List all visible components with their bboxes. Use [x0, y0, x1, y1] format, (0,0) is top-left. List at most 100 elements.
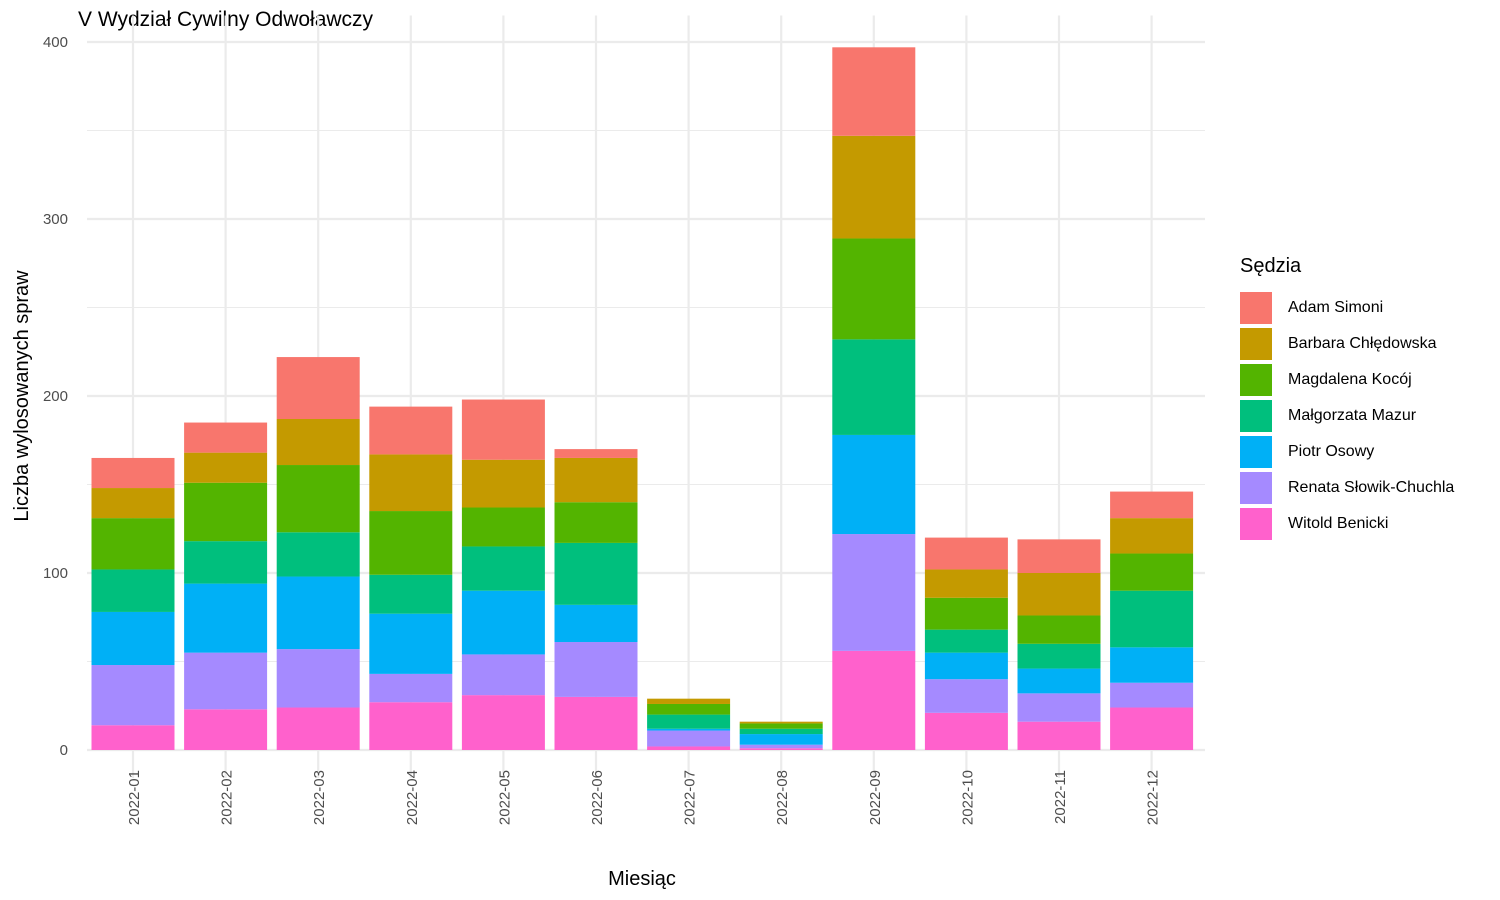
legend-key — [1240, 400, 1272, 432]
bar-segment — [739, 723, 823, 729]
bar-segment — [924, 679, 1008, 713]
bar-segment — [184, 452, 268, 483]
bar-segment — [924, 597, 1008, 630]
bar-stack-2022-04 — [369, 406, 453, 750]
bar-segment — [832, 47, 916, 136]
bar-segment — [739, 734, 823, 745]
bar-segment — [554, 642, 638, 697]
bar-stack-2022-06 — [554, 449, 638, 750]
bar-segment — [1110, 491, 1194, 519]
bar-stack-2022-08 — [739, 721, 823, 750]
legend-item: Barbara Chłędowska — [1240, 326, 1454, 362]
bar-segment — [1017, 693, 1101, 722]
bar-segment — [184, 583, 268, 653]
legend-key — [1240, 508, 1272, 540]
bar-segment — [91, 457, 175, 489]
bar-segment — [924, 712, 1008, 750]
bar-segment — [1110, 682, 1194, 708]
bar-stack-2022-01 — [91, 457, 175, 750]
legend-label: Renata Słowik-Chuchla — [1288, 479, 1455, 496]
x-tick-label: 2022-08 — [774, 770, 791, 825]
bar-segment — [1017, 668, 1101, 694]
bar-segment — [924, 537, 1008, 570]
bar-segment — [461, 695, 545, 750]
bar-segment — [832, 434, 916, 535]
legend-label: Witold Benicki — [1288, 515, 1389, 532]
bar-segment — [184, 652, 268, 710]
bar-segment — [1017, 539, 1101, 573]
bar-stack-2022-02 — [184, 422, 268, 750]
legend-item: Magdalena Kocój — [1240, 362, 1454, 398]
x-tick-label: 2022-09 — [867, 770, 884, 825]
bar-segment — [1110, 590, 1194, 648]
bar-segment — [832, 238, 916, 340]
y-tick-label: 400 — [43, 34, 68, 51]
bar-segment — [369, 702, 453, 750]
x-axis-ticks: 2022-01 2022-02 2022-03 2022-04 2022-05 2022-… — [126, 770, 1162, 825]
bar-segment — [276, 576, 360, 650]
bar-segment — [276, 707, 360, 750]
bar-segment — [369, 406, 453, 455]
legend-item: Małgorzata Mazur — [1240, 398, 1454, 434]
bar-segment — [461, 654, 545, 696]
bar-segment — [184, 422, 268, 453]
bar-segment — [924, 652, 1008, 680]
y-axis-title: Liczba wylosowanych spraw — [11, 270, 33, 522]
bar-segment — [554, 502, 638, 543]
bar-segment — [647, 728, 731, 731]
bar-segment — [739, 721, 823, 724]
legend-label: Barbara Chłędowska — [1288, 335, 1437, 352]
x-tick-label: 2022-11 — [1052, 770, 1069, 824]
bar-stack-2022-05 — [461, 399, 545, 750]
bar-segment — [461, 507, 545, 547]
legend-title: Sędzia — [1240, 255, 1302, 277]
bar-stack-2022-11 — [1017, 539, 1101, 750]
legend-label: Piotr Osowy — [1288, 443, 1375, 460]
bar-segment — [647, 730, 731, 747]
bar-segment — [1110, 518, 1194, 554]
bar-segment — [1017, 615, 1101, 644]
legend-key — [1240, 292, 1272, 324]
bar-segment — [276, 465, 360, 533]
y-tick-label: 0 — [60, 742, 68, 759]
bar-segment — [1110, 553, 1194, 591]
bar-segment — [276, 532, 360, 577]
bar-segment — [91, 488, 175, 519]
bar-segment — [1110, 707, 1194, 750]
bar-segment — [461, 459, 545, 508]
bar-segment — [739, 744, 823, 749]
bar-segment — [276, 649, 360, 708]
bar-segment — [554, 542, 638, 605]
bar-segment — [91, 569, 175, 612]
x-tick-label: 2022-10 — [959, 770, 976, 825]
bar-segment — [554, 457, 638, 503]
bar-segment — [1110, 647, 1194, 683]
legend-label: Magdalena Kocój — [1288, 371, 1412, 388]
bar-segment — [924, 569, 1008, 598]
bar-segment — [184, 709, 268, 750]
x-tick-label: 2022-04 — [404, 770, 421, 825]
legend-key — [1240, 364, 1272, 396]
bar-segment — [647, 698, 731, 704]
legend-item: Witold Benicki — [1240, 506, 1454, 542]
bar-stack-2022-10 — [924, 537, 1008, 750]
bar-segment — [91, 611, 175, 666]
bar-segment — [554, 604, 638, 643]
x-tick-label: 2022-01 — [126, 770, 143, 825]
bar-segment — [647, 714, 731, 729]
bar-segment — [832, 650, 916, 750]
bar-stack-2022-03 — [276, 357, 360, 750]
bar-segment — [554, 696, 638, 750]
legend-label: Małgorzata Mazur — [1288, 407, 1417, 424]
y-tick-label: 100 — [43, 565, 68, 582]
x-tick-label: 2022-06 — [589, 770, 606, 825]
y-axis-ticks: 0 100 200 300 400 — [43, 34, 68, 759]
bar-segment — [1017, 643, 1101, 669]
legend-item: Adam Simoni — [1240, 290, 1454, 326]
x-tick-label: 2022-02 — [219, 770, 236, 825]
legend-key — [1240, 436, 1272, 468]
legend-label: Adam Simoni — [1288, 299, 1384, 316]
bar-segment — [184, 482, 268, 542]
legend: Sędzia Adam Simoni Barbara Chłędowska Magd… — [1240, 255, 1454, 542]
legend-key — [1240, 472, 1272, 504]
